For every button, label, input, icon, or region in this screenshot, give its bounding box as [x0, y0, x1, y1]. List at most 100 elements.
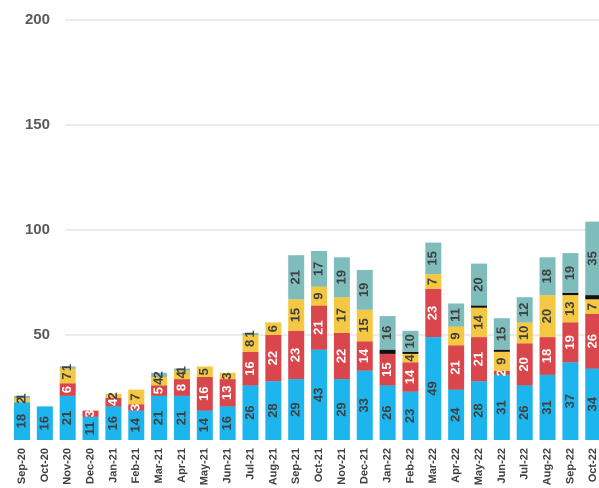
value-label: 15: [493, 327, 508, 341]
bar-segment: [265, 322, 282, 335]
bar-segment: [333, 332, 350, 380]
bar-segment: [379, 316, 396, 350]
value-label: 4: [173, 371, 188, 379]
bar-segment: [379, 385, 396, 440]
bar-segment: [493, 318, 510, 350]
value-label: 15: [425, 251, 440, 265]
value-label: 11: [448, 308, 463, 322]
value-label: 8: [173, 384, 188, 391]
bar-segment: [311, 251, 328, 287]
bar-segment: [173, 370, 190, 380]
bar-segment: [59, 395, 76, 440]
bar-segment: [471, 307, 487, 338]
bar-segment: [356, 370, 373, 440]
bar-segment: [219, 372, 236, 380]
value-label: 21: [448, 360, 463, 374]
x-tick-label: Mar-21: [153, 448, 165, 483]
x-tick-label: Feb-22: [404, 448, 416, 483]
value-label: 20: [470, 277, 485, 291]
value-label: 23: [425, 306, 440, 320]
x-tick-label: Nov-20: [62, 448, 74, 485]
x-tick-label: Dec-20: [84, 448, 96, 484]
value-label: 43: [310, 388, 325, 402]
value-label: 7: [585, 303, 599, 310]
x-tick-label: Mar-22: [427, 448, 439, 483]
x-tick-label: May-22: [473, 448, 485, 485]
bar-segment: [333, 257, 350, 298]
value-label: 35: [585, 251, 599, 265]
value-label: 18: [539, 349, 554, 363]
value-label: 2: [105, 392, 120, 399]
bar-segment: [196, 377, 213, 411]
x-tick-label: Feb-21: [130, 448, 142, 483]
bar-segment: [585, 368, 599, 440]
bar-segment: [562, 253, 579, 293]
value-label: 16: [242, 361, 257, 375]
bar-segment: [425, 288, 442, 338]
bar-segment: [356, 309, 373, 342]
bar-segment: [562, 295, 579, 323]
value-label: 28: [265, 403, 280, 417]
x-tick-label: Apr-21: [176, 448, 188, 483]
value-label: 21: [173, 411, 188, 425]
value-label: 14: [128, 417, 143, 432]
bar-segment: [242, 385, 259, 440]
bar-segment: [516, 385, 533, 440]
value-label: 29: [288, 402, 303, 416]
bar-segment: [562, 362, 579, 440]
bar-segment: [173, 395, 190, 440]
value-label: 9: [493, 358, 508, 365]
bar-segment: [288, 299, 305, 331]
value-label: 1: [13, 393, 28, 400]
bar-segment: [425, 242, 442, 275]
bar-segment: [333, 297, 350, 333]
value-label: 16: [196, 387, 211, 401]
x-tick-label: Sep-22: [564, 448, 576, 484]
value-label: 14: [196, 417, 211, 432]
bar-segment: [585, 299, 599, 314]
value-label: 2: [151, 371, 166, 378]
value-label: 12: [516, 303, 531, 317]
value-label: 22: [265, 351, 280, 365]
bar-segment: [402, 362, 419, 392]
bar-segment: [516, 322, 533, 344]
bar-segment: [151, 385, 168, 396]
value-label: 14: [356, 348, 371, 363]
bar-segment: [14, 395, 30, 398]
bar-segment: [242, 335, 259, 352]
bar-segment: [265, 381, 282, 440]
value-label: 23: [288, 348, 303, 362]
bar-segment: [288, 255, 305, 300]
bar-segment: [196, 410, 213, 440]
bar-segment: [128, 389, 145, 405]
bar-segment: [311, 286, 328, 306]
value-label: 4: [151, 377, 166, 385]
bar-segment: [516, 297, 533, 323]
value-label: 26: [585, 334, 599, 348]
value-label: 9: [310, 293, 325, 300]
value-label: 28: [470, 403, 485, 417]
bar-segment: [493, 374, 510, 440]
bar-segment: [493, 370, 510, 375]
value-label: 16: [105, 416, 120, 430]
value-label: 33: [356, 398, 371, 412]
bar-segment: [105, 393, 122, 398]
bar-segment: [539, 257, 556, 296]
value-label: 7: [59, 372, 74, 379]
bar-segment: [402, 330, 419, 352]
bar-segment: [471, 337, 487, 382]
bar-segment: [173, 379, 190, 396]
value-label: 20: [516, 357, 531, 371]
value-label: 2: [13, 396, 28, 403]
x-tick-label: Oct-20: [39, 448, 51, 482]
value-label: 3: [128, 404, 143, 411]
y-tick-label: 100: [25, 221, 50, 238]
bar-segment: [311, 349, 328, 440]
value-label: 16: [379, 326, 394, 340]
bar-segment: [562, 322, 579, 363]
y-tick-label: 50: [33, 326, 50, 343]
x-tick-label: Jul-21: [244, 448, 256, 480]
bar-segment: [471, 305, 487, 308]
bar-segment: [14, 402, 30, 440]
bar-segment: [311, 305, 328, 350]
